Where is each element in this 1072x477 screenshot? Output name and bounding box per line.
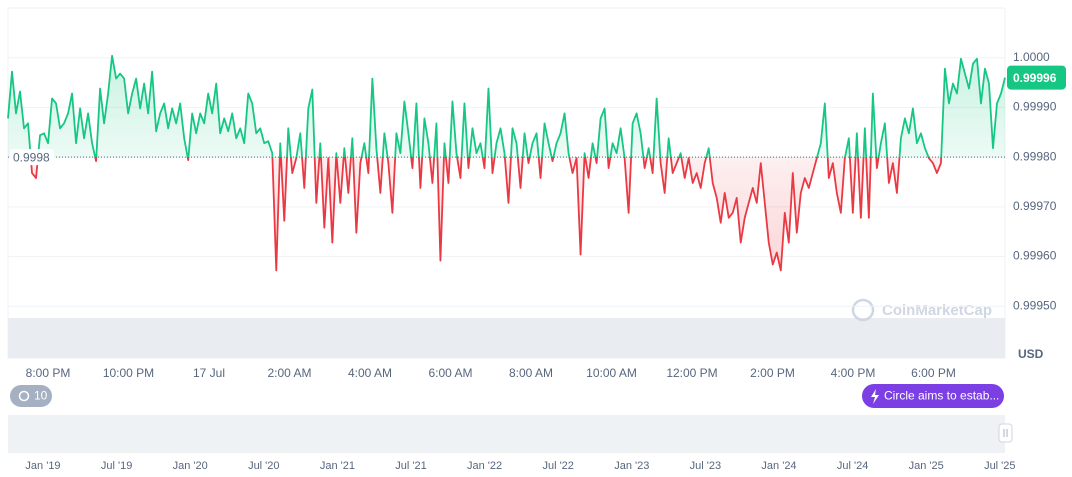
navigator-handle[interactable] — [998, 423, 1013, 443]
navigator-label: Jan '24 — [761, 460, 796, 472]
navigator-label: Jul '22 — [542, 460, 573, 472]
watermark-logo — [851, 298, 875, 322]
navigator-label: Jul '23 — [690, 460, 721, 472]
x-tick-label: 2:00 PM — [750, 366, 795, 380]
navigator-label: Jul '21 — [395, 460, 426, 472]
x-tick-label: 8:00 PM — [26, 366, 71, 380]
y-tick-label: 0.99960 — [1013, 249, 1057, 263]
navigator-label: Jan '19 — [25, 460, 60, 472]
price-line — [7, 54, 1006, 272]
y-tick-label: 0.99980 — [1013, 149, 1057, 163]
x-tick-label: 10:00 AM — [586, 366, 637, 380]
last-price-label: 0.99996 — [1013, 71, 1057, 85]
volume-band — [8, 318, 1005, 358]
news-icon — [871, 389, 879, 404]
navigator-label: Jan '25 — [909, 460, 944, 472]
x-tick-label: 17 Jul — [193, 366, 225, 380]
history-count: 10 — [34, 389, 48, 403]
baseline-label: 0.9998 — [13, 150, 50, 164]
baseline-label-bg — [10, 149, 54, 166]
x-tick-label: 8:00 AM — [509, 366, 553, 380]
history-badge-bg — [10, 385, 52, 407]
navigator-label: Jul '20 — [248, 460, 279, 472]
x-tick-label: 4:00 AM — [348, 366, 392, 380]
y-tick-label: 1.0000 — [1013, 50, 1050, 64]
x-tick-label: 6:00 PM — [911, 366, 956, 380]
price-area — [8, 55, 1005, 271]
x-tick-label: 4:00 PM — [831, 366, 876, 380]
navigator-label: Jul '19 — [101, 460, 132, 472]
navigator-label: Jan '23 — [614, 460, 649, 472]
news-badge[interactable]: Circle aims to estab... — [862, 384, 1004, 408]
x-tick-label: 6:00 AM — [428, 366, 472, 380]
news-text: Circle aims to estab... — [884, 389, 999, 403]
navigator-label: Jul '24 — [837, 460, 868, 472]
navigator-label: Jul '25 — [984, 460, 1015, 472]
x-tick-label: 10:00 PM — [103, 366, 154, 380]
history-badge[interactable]: 10 — [10, 385, 52, 407]
y-tick-label: 0.99970 — [1013, 199, 1057, 213]
y-tick-label: 0.99950 — [1013, 298, 1057, 312]
navigator-label: Jan '20 — [173, 460, 208, 472]
watermark: CoinMarketCap — [882, 302, 992, 319]
y-tick-label: 0.99990 — [1013, 100, 1057, 114]
x-tick-label: 2:00 AM — [267, 366, 311, 380]
x-tick-label: 12:00 PM — [666, 366, 717, 380]
currency-label: USD — [1018, 347, 1044, 361]
news-badge-bg — [862, 384, 1004, 408]
history-icon — [18, 390, 30, 402]
volume-area — [8, 318, 1005, 358]
navigator-label: Jan '21 — [320, 460, 355, 472]
navigator-label: Jan '22 — [467, 460, 502, 472]
navigator[interactable] — [8, 415, 1005, 453]
last-price-bg — [1007, 65, 1066, 90]
